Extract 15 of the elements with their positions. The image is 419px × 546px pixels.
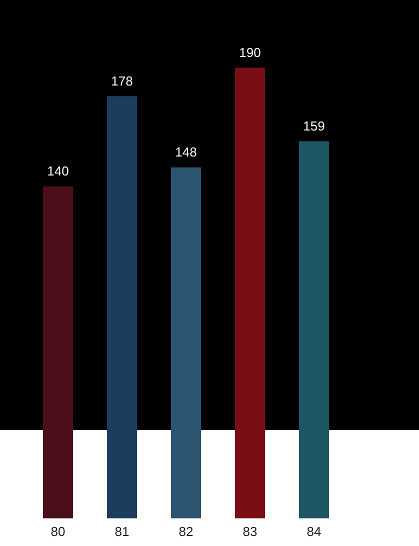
- bar: [234, 68, 266, 518]
- x-tick-label: 82: [178, 524, 194, 539]
- bar: [298, 141, 330, 518]
- bar: [170, 167, 202, 518]
- x-tick-label: 81: [114, 524, 130, 539]
- data-label: 140: [47, 163, 69, 178]
- data-label: 178: [111, 73, 133, 88]
- data-label: 159: [303, 118, 325, 134]
- bar: [106, 96, 138, 518]
- x-tick-label: 83: [242, 524, 258, 539]
- data-label: 190: [239, 44, 261, 60]
- data-label: 148: [175, 144, 197, 160]
- x-tick-label: 84: [306, 524, 322, 539]
- bar: [42, 186, 74, 518]
- x-tick-label: 80: [50, 524, 66, 539]
